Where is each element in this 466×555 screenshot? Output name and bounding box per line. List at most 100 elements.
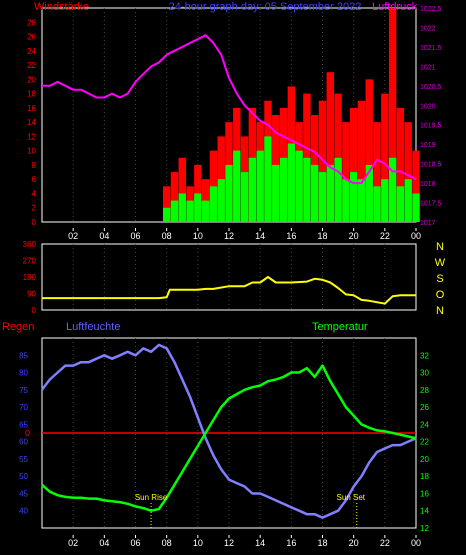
humidity-ytick: 70 (19, 403, 28, 412)
wind-ytick: 28 (27, 18, 36, 27)
gust-bar (326, 72, 334, 222)
rain-title: Regen (2, 321, 34, 333)
temperature-ytick: 28 (420, 386, 429, 395)
gust-bar (396, 107, 405, 222)
gust-bar (303, 93, 311, 222)
gust-bar (373, 122, 381, 222)
wind-ytick: 0 (32, 218, 37, 227)
wind-bar (342, 179, 350, 222)
direction-compass-label: N (436, 305, 444, 317)
wind-xtick: 10 (193, 231, 203, 241)
wind-bar (349, 172, 358, 222)
pressure-ytick: 1018.5 (420, 162, 442, 169)
wind-ytick: 16 (27, 104, 36, 113)
wind-ytick: 14 (27, 118, 36, 127)
wind-bar (404, 179, 412, 222)
climate-xtick: 10 (193, 538, 203, 548)
pressure-ytick: 1019.5 (420, 123, 442, 130)
wind-xtick: 22 (380, 231, 390, 241)
temperature-ytick: 16 (420, 489, 429, 498)
pressure-ytick: 1021.5 (420, 45, 442, 52)
temperature-ytick: 20 (420, 455, 429, 464)
climate-xtick: 04 (99, 538, 109, 548)
gust-bar (388, 8, 397, 222)
wind-ytick: 8 (32, 161, 37, 170)
wind-bar (388, 157, 397, 222)
temperature-ytick: 14 (420, 507, 429, 516)
gust-bar (381, 93, 389, 222)
wind-bar (311, 164, 319, 222)
wind-axis-title: Windstärke (34, 1, 89, 13)
temperature-ytick: 12 (420, 524, 429, 533)
gust-bar (357, 100, 366, 222)
wind-xtick: 02 (68, 231, 78, 241)
wind-bar (272, 164, 280, 222)
climate-xtick: 06 (130, 538, 140, 548)
direction-ytick: 0 (32, 306, 37, 315)
humidity-ytick: 45 (19, 489, 28, 498)
temperature-title: Temperatur (312, 321, 368, 333)
pressure-ytick: 1022 (420, 25, 436, 32)
wind-xtick: 12 (224, 231, 234, 241)
wind-bar (279, 157, 288, 222)
humidity-ytick: 60 (19, 438, 28, 447)
wind-xtick: 20 (349, 231, 359, 241)
wind-bar (412, 193, 420, 222)
wind-bar (256, 150, 264, 222)
wind-ytick: 12 (27, 132, 36, 141)
wind-bar (225, 164, 233, 222)
direction-compass-label: W (435, 257, 446, 269)
wind-bar (326, 164, 334, 222)
gust-bar (318, 100, 327, 222)
climate-xtick: 00 (411, 538, 421, 548)
temperature-ytick: 32 (420, 351, 429, 360)
wind-bar (201, 200, 210, 222)
gust-bar (404, 122, 412, 222)
wind-xtick: 04 (99, 231, 109, 241)
climate-xtick: 16 (286, 538, 296, 548)
gust-bar (334, 93, 342, 222)
humidity-ytick: 55 (19, 455, 28, 464)
temperature-ytick: 18 (420, 472, 429, 481)
chart-title: 24-hour graph day: 05 September 2022 (169, 1, 362, 13)
climate-xtick: 18 (317, 538, 327, 548)
humidity-ytick: 65 (19, 420, 28, 429)
wind-bar (264, 136, 272, 222)
gust-bar (365, 79, 373, 222)
climate-xtick: 08 (162, 538, 172, 548)
wind-ytick: 18 (27, 90, 36, 99)
wind-bar (318, 172, 327, 222)
pressure-ytick: 1020.5 (420, 84, 442, 91)
direction-compass-label: N (436, 241, 444, 253)
gust-bar (162, 186, 171, 222)
pressure-ytick: 1019 (420, 142, 436, 149)
humidity-title: Luftfeuchte (66, 321, 120, 333)
wind-bar (178, 193, 186, 222)
wind-ytick: 20 (27, 75, 36, 84)
wind-ytick: 2 (32, 204, 37, 213)
wind-xtick: 06 (130, 231, 140, 241)
direction-ytick: 180 (23, 273, 37, 282)
climate-xtick: 20 (349, 538, 359, 548)
pressure-ytick: 1022.5 (420, 6, 442, 13)
climate-xtick: 22 (380, 538, 390, 548)
gust-bar (349, 107, 358, 222)
wind-ytick: 10 (27, 147, 36, 156)
temperature-ytick: 26 (420, 403, 429, 412)
wind-bar (248, 157, 257, 222)
pressure-ytick: 1020 (420, 103, 436, 110)
wind-xtick: 00 (411, 231, 421, 241)
humidity-ytick: 75 (19, 386, 28, 395)
wind-bar (365, 164, 373, 222)
wind-xtick: 18 (317, 231, 327, 241)
wind-bar (303, 157, 311, 222)
direction-compass-label: S (436, 273, 443, 285)
wind-bar (357, 179, 366, 222)
climate-xtick: 02 (68, 538, 78, 548)
gust-bar (412, 150, 420, 222)
wind-bar (373, 186, 381, 222)
gust-bar (178, 157, 186, 222)
temperature-ytick: 24 (420, 420, 429, 429)
wind-xtick: 16 (286, 231, 296, 241)
